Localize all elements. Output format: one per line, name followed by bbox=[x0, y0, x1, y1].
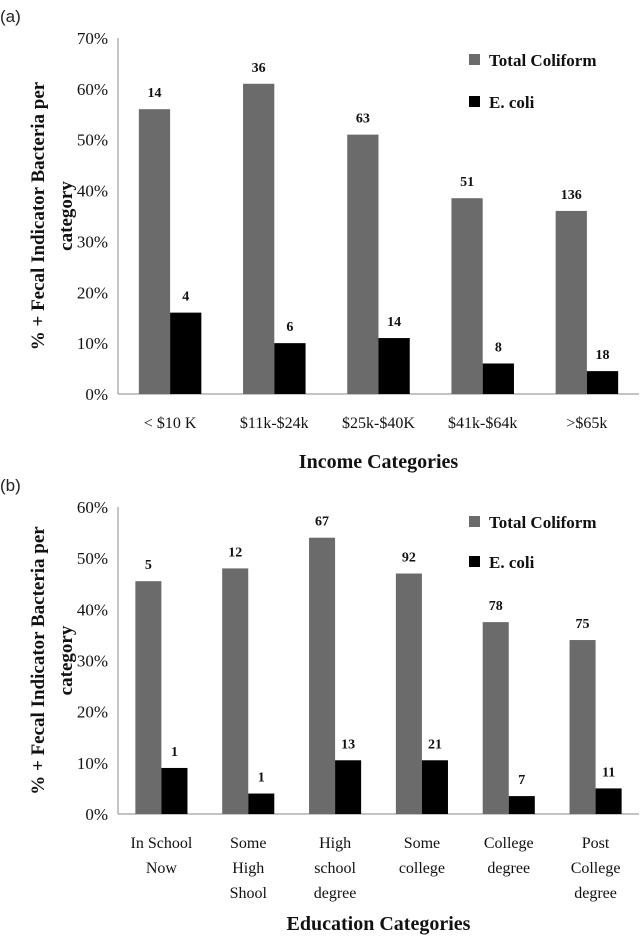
bar-e-coli bbox=[335, 760, 362, 814]
bar-data-label: 4 bbox=[182, 290, 189, 305]
legend-swatch-e-coli bbox=[469, 556, 480, 567]
y-tick-label: 40% bbox=[77, 182, 108, 201]
y-tick-label: 0% bbox=[85, 385, 108, 404]
x-tick-label: College degree bbox=[484, 835, 534, 877]
bar-data-label: 92 bbox=[402, 551, 416, 566]
y-tick-label: 30% bbox=[77, 652, 108, 671]
bar-data-label: 14 bbox=[387, 315, 401, 330]
bar-e-coli bbox=[482, 363, 514, 394]
x-tick-label: $25k-$40K bbox=[342, 415, 415, 432]
bar-data-label: 1 bbox=[258, 771, 265, 786]
panel-label: (a) bbox=[0, 7, 21, 26]
x-axis-label: Education Categories bbox=[287, 913, 471, 935]
bar-total-coliform bbox=[138, 109, 171, 394]
legend-swatch-total-coliform bbox=[469, 516, 480, 527]
x-tick-label: Some college bbox=[399, 835, 445, 877]
bar-total-coliform bbox=[555, 210, 587, 394]
legend-swatch-total-coliform bbox=[469, 54, 480, 65]
legend-label: Total Coliform bbox=[489, 513, 597, 532]
legend-label: Total Coliform bbox=[489, 51, 597, 70]
y-tick-label: 0% bbox=[85, 805, 108, 824]
x-axis-label: Income Categories bbox=[299, 451, 459, 473]
bar-e-coli bbox=[508, 796, 535, 814]
y-tick-label: 20% bbox=[77, 703, 108, 722]
y-tick-label: 50% bbox=[77, 131, 108, 150]
y-tick-label: 10% bbox=[77, 334, 108, 353]
bar-data-label: 67 bbox=[315, 515, 329, 530]
bar-data-label: 5 bbox=[145, 558, 152, 573]
bar-e-coli bbox=[595, 788, 622, 814]
x-tick-label: $11k-$24k bbox=[240, 415, 309, 432]
bar-e-coli bbox=[274, 343, 306, 394]
bar-e-coli bbox=[248, 793, 275, 814]
bar-data-label: 21 bbox=[428, 737, 442, 752]
x-tick-label: < $10 K bbox=[144, 415, 197, 432]
bar-data-label: 136 bbox=[561, 188, 582, 203]
bar-total-coliform bbox=[451, 198, 483, 394]
bar-data-label: 6 bbox=[286, 320, 293, 335]
legend-label: E. coli bbox=[489, 553, 535, 572]
x-tick-label: High school degree bbox=[314, 835, 357, 902]
y-tick-label: 60% bbox=[77, 80, 108, 99]
y-axis-label: % + Fecal Indicator Bacteria per category bbox=[28, 81, 77, 350]
x-tick-label: In School Now bbox=[131, 835, 193, 877]
legend-label: E. coli bbox=[489, 93, 535, 112]
bar-e-coli bbox=[170, 312, 202, 394]
bar-total-coliform bbox=[309, 537, 336, 814]
y-axis-label: % + Fecal Indicator Bacteria per category bbox=[28, 526, 77, 795]
panel-label: (b) bbox=[0, 476, 21, 495]
bar-data-label: 63 bbox=[356, 112, 370, 127]
x-tick-label: $41k-$64k bbox=[448, 415, 517, 432]
bar-total-coliform bbox=[243, 83, 275, 395]
bar-data-label: 7 bbox=[518, 773, 525, 788]
bar-data-label: 11 bbox=[602, 765, 615, 780]
bar-data-label: 14 bbox=[147, 86, 161, 101]
y-tick-label: 40% bbox=[77, 600, 108, 619]
bar-data-label: 51 bbox=[460, 175, 474, 190]
bar-e-coli bbox=[378, 338, 410, 394]
bar-e-coli bbox=[161, 767, 188, 814]
bar-data-label: 18 bbox=[596, 348, 610, 363]
y-tick-label: 70% bbox=[77, 29, 108, 48]
bar-data-label: 78 bbox=[489, 599, 503, 614]
x-tick-label: Some High Shool bbox=[230, 835, 268, 902]
bar-data-label: 75 bbox=[576, 617, 590, 632]
bar-data-label: 12 bbox=[228, 545, 242, 560]
legend-swatch-e-coli bbox=[469, 96, 480, 107]
bar-total-coliform bbox=[222, 568, 249, 814]
x-tick-label: >$65k bbox=[566, 415, 607, 432]
bar-data-label: 36 bbox=[252, 61, 266, 76]
y-tick-label: 20% bbox=[77, 283, 108, 302]
bar-total-coliform bbox=[347, 134, 379, 394]
bar-data-label: 8 bbox=[495, 340, 502, 355]
bar-total-coliform bbox=[395, 573, 422, 814]
bar-total-coliform bbox=[135, 581, 162, 814]
bar-data-label: 13 bbox=[341, 737, 355, 752]
bar-e-coli bbox=[421, 760, 448, 814]
bar-total-coliform bbox=[569, 640, 596, 814]
bar-data-label: 1 bbox=[171, 745, 178, 760]
bar-total-coliform bbox=[482, 622, 509, 814]
y-tick-label: 60% bbox=[77, 498, 108, 517]
x-tick-label: Post College degree bbox=[571, 835, 621, 902]
y-tick-label: 10% bbox=[77, 754, 108, 773]
bar-e-coli bbox=[586, 371, 619, 394]
y-tick-label: 50% bbox=[77, 549, 108, 568]
y-tick-label: 30% bbox=[77, 232, 108, 251]
